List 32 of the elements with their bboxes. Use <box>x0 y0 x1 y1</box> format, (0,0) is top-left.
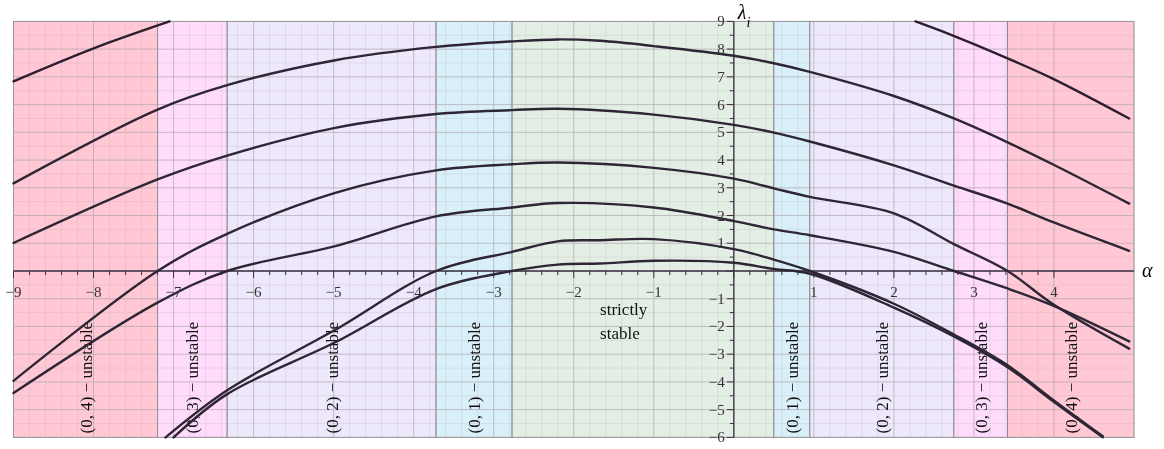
y-tick-label: −2 <box>708 318 725 335</box>
band-label: (0, 4) − unstable <box>76 321 96 434</box>
band-label: (0, 3) − unstable <box>971 321 991 434</box>
x-tick-label: −3 <box>485 284 502 300</box>
band-label: (0, 2) − unstable <box>872 321 892 434</box>
band-label: (0, 1) − unstable <box>782 321 802 434</box>
x-tick-label: 4 <box>1050 284 1059 300</box>
band-label: strictly stable <box>600 300 648 344</box>
band-label: (0, 1) − unstable <box>465 321 485 434</box>
x-tick-label: −2 <box>565 284 582 300</box>
y-axis-title: λ$_{i}$ <box>736 1 751 30</box>
y-tick-label: 3 <box>717 179 725 196</box>
y-tick-label: −6 <box>708 429 726 446</box>
band-label: (0, 2) − unstable <box>322 321 342 434</box>
y-tick-label: −5 <box>708 401 725 418</box>
y-tick-label: 4 <box>717 152 726 169</box>
x-tick-label: −8 <box>85 284 102 300</box>
x-tick-label: 2 <box>890 284 898 300</box>
y-tick-label: 7 <box>717 68 726 85</box>
y-tick-label: 9 <box>717 13 725 30</box>
x-tick-label: −5 <box>325 284 342 300</box>
y-tick-label: 5 <box>717 124 725 141</box>
x-tick-label: −6 <box>245 284 263 300</box>
x-axis-title: α <box>1142 259 1153 281</box>
y-tick-label: −4 <box>708 373 726 390</box>
x-tick-label: −9 <box>5 284 22 300</box>
y-tick-label: −3 <box>708 346 725 363</box>
y-tick-label: 6 <box>717 96 726 113</box>
x-tick-label: 1 <box>810 284 818 300</box>
x-tick-label: 3 <box>970 284 978 300</box>
x-tick-label: −4 <box>405 284 423 300</box>
x-tick-label: −1 <box>645 284 662 300</box>
